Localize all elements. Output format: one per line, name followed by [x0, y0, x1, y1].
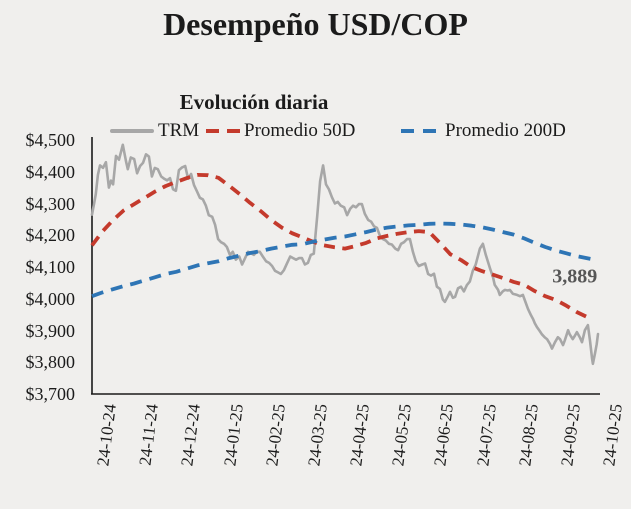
legend-item-trm: TRM [110, 120, 199, 142]
y-tick-label: $4,000 [25, 288, 76, 309]
series-line-trm [90, 143, 600, 366]
y-tick-label: $3,800 [25, 352, 76, 373]
legend-swatch-200d-dash-icon [401, 129, 441, 133]
y-tick-label: $3,900 [25, 320, 76, 341]
legend-swatch-50d-dash-icon [206, 129, 240, 133]
y-tick-label: $4,500 [25, 130, 76, 150]
y-tick-label: $4,400 [25, 161, 76, 182]
series-line-promedio-50d [90, 173, 593, 322]
legend-label-trm: TRM [158, 120, 200, 141]
chart-title: Evolución diaria [179, 90, 329, 114]
legend-swatch-trm-line-icon [110, 129, 154, 133]
legend-item-promedio-50d: Promedio 50D [206, 120, 355, 142]
y-tick-label: $4,200 [25, 225, 76, 246]
y-tick-label: $3,700 [25, 384, 76, 404]
legend-label-promedio-50d: Promedio 50D [244, 120, 356, 141]
last-value-annotation: 3,889 [552, 265, 598, 288]
y-tick-label: $4,300 [25, 193, 76, 214]
y-tick-label: $4,100 [25, 257, 76, 277]
page-title: Desempeño USD/COP [163, 6, 468, 42]
series-line-promedio-200d [91, 221, 593, 298]
legend-label-promedio-200d: Promedio 200D [445, 120, 566, 141]
legend-item-promedio-200d: Promedio 200D [401, 120, 566, 142]
